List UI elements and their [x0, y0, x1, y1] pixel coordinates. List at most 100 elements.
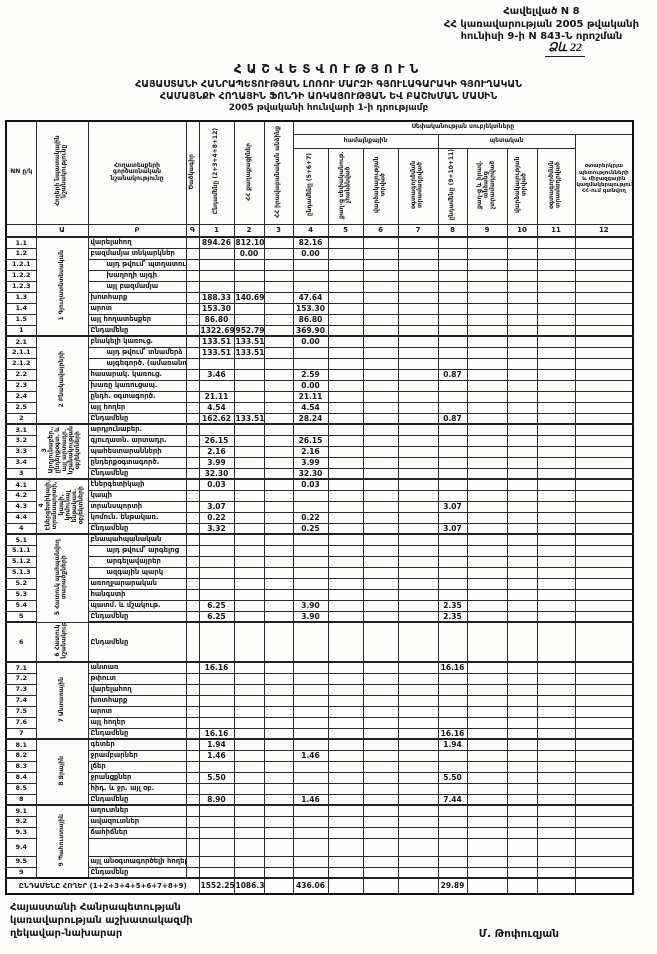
value-cell — [362, 804, 399, 817]
value-cell — [466, 727, 508, 740]
row-number: 2.1.2 — [5, 357, 37, 370]
value-cell — [506, 434, 538, 447]
value-cell — [466, 324, 508, 337]
grand-total-value — [574, 877, 634, 895]
row-label: կապի — [87, 489, 187, 502]
row-label: առողջարարական — [87, 577, 187, 590]
value-cell — [437, 247, 468, 260]
value-cell — [362, 555, 399, 568]
value-cell — [536, 782, 576, 795]
section-total-row: 8 Ընդամենը 8.90 1.46 7.44 — [5, 793, 634, 806]
row-code — [185, 599, 200, 612]
col-header-code: Ծածկագիր — [185, 120, 200, 225]
value-cell — [397, 694, 439, 707]
value-cell — [536, 599, 576, 612]
value-cell — [198, 837, 235, 857]
value-cell — [233, 683, 265, 696]
value-cell — [466, 599, 508, 612]
value-cell — [397, 771, 439, 784]
value-cell — [327, 401, 364, 414]
value-cell: 1.46 — [198, 749, 235, 762]
row-label: ընդհ. օգտագործ. — [87, 390, 187, 403]
value-cell — [233, 705, 265, 718]
table-row: 8.4 ջրանցքներ 5.50 5.50 — [5, 771, 634, 784]
row-label: խառը կառուցապ. — [87, 379, 187, 392]
row-number: 8 — [5, 793, 37, 806]
value-cell — [233, 621, 265, 663]
row-code — [185, 760, 200, 773]
col-header-citizens: ՀՀ քաղաքացիներ — [233, 120, 265, 225]
value-cell — [292, 489, 329, 502]
row-label: բնակելի կառուց. — [87, 335, 187, 348]
table-row: 2.3 խառը կառուցապ. 0.00 — [5, 379, 634, 392]
value-cell — [198, 269, 235, 282]
row-label: հասարակ. կառուց. — [87, 368, 187, 381]
signer-position-line-3: ղեկավար-նախարար — [10, 928, 123, 939]
value-cell — [362, 478, 399, 491]
table-header: NN ը/կ Հողերի նպատակային նշանակությունը … — [5, 120, 634, 238]
value-cell — [574, 555, 634, 568]
section-cell: 8 Ջրային — [35, 738, 89, 806]
row-number: 5.1.2 — [5, 555, 37, 568]
value-cell — [362, 247, 399, 260]
value-cell — [466, 661, 508, 674]
value-cell — [397, 760, 439, 773]
row-code — [185, 694, 200, 707]
row-number: 3.4 — [5, 456, 37, 469]
value-cell — [397, 500, 439, 513]
row-code — [185, 401, 200, 414]
row-label: այլ բազմամյա — [87, 280, 187, 293]
value-cell — [327, 522, 364, 535]
table-row: 7.4 խոտհարք — [5, 694, 634, 707]
table-row: 5.1.1 այդ թվում՝ արգելոց — [5, 544, 634, 557]
row-label: տրանսպորտի — [87, 500, 187, 513]
row-number: 3.3 — [5, 445, 37, 458]
table-row: 7.1 7 Անտառային անտառ 16.16 16.16 — [5, 661, 634, 740]
value-cell — [574, 467, 634, 480]
value-cell: 2.59 — [292, 368, 329, 381]
value-cell — [466, 467, 508, 480]
col-header-community-leased: վարձակալության տրված — [362, 147, 399, 225]
value-cell — [574, 771, 634, 784]
col-header-functional: Հողատեսքերի գործառնական նշանակությունը — [87, 120, 187, 225]
row-number: 4.2 — [5, 489, 37, 502]
value-cell — [263, 826, 294, 839]
value-cell — [292, 738, 329, 751]
section-name: 3 Արդյունաբեր., ընդերքօգտ. և այլ արտադր.… — [41, 426, 82, 475]
value-cell — [327, 727, 364, 740]
value-cell — [233, 760, 265, 773]
value-cell — [536, 837, 576, 857]
value-cell: 3.90 — [292, 599, 329, 612]
value-cell — [466, 478, 508, 491]
value-cell — [466, 771, 508, 784]
value-cell — [437, 456, 468, 469]
value-cell — [574, 716, 634, 729]
value-cell: 2.16 — [292, 445, 329, 458]
value-cell — [327, 478, 364, 491]
value-cell — [362, 291, 399, 304]
value-cell — [263, 760, 294, 773]
value-cell: 26.15 — [198, 434, 235, 447]
value-cell — [506, 866, 538, 879]
value-cell — [397, 324, 439, 337]
section-cell: 6 Հատուկ նշանակության — [35, 621, 89, 663]
value-cell — [263, 335, 294, 348]
value-cell — [574, 705, 634, 718]
row-number: 9.2 — [5, 815, 37, 828]
group-header-state: պետական — [437, 133, 576, 149]
value-cell — [292, 694, 329, 707]
row-label: ճահիճներ — [87, 826, 187, 839]
value-cell — [233, 837, 265, 857]
row-code — [185, 716, 200, 729]
value-cell — [466, 379, 508, 392]
value-cell — [362, 826, 399, 839]
table-row: 9.2 ավազուտներ — [5, 815, 634, 828]
value-cell: 153.30 — [198, 302, 235, 315]
value-cell — [263, 423, 294, 436]
value-cell — [263, 694, 294, 707]
value-cell — [397, 683, 439, 696]
value-cell — [198, 489, 235, 502]
row-label: պահեստարանների — [87, 445, 187, 458]
value-cell — [362, 661, 399, 674]
value-cell — [506, 804, 538, 817]
